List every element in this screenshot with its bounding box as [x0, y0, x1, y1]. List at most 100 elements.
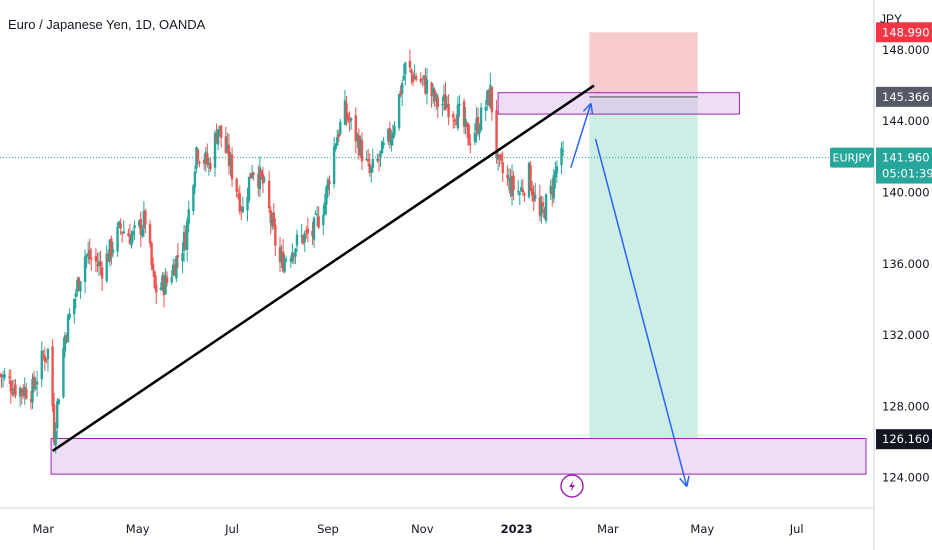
candle-body — [142, 210, 146, 229]
candle-body — [328, 180, 331, 185]
candle-body — [35, 381, 39, 385]
candle-body — [346, 114, 350, 121]
candle-body — [404, 62, 407, 75]
candle-body — [413, 76, 416, 80]
candle-body — [529, 165, 532, 191]
candle-body — [226, 144, 229, 151]
candle-body — [419, 78, 422, 82]
candle-body — [18, 387, 22, 397]
candle-body — [489, 84, 492, 108]
candle-body — [424, 76, 427, 94]
time-tick-label: Nov — [411, 522, 434, 536]
candle-body — [51, 346, 54, 407]
candle-body — [455, 123, 458, 125]
candle-body — [83, 256, 87, 283]
candle-body — [68, 313, 71, 319]
candle-body — [224, 136, 228, 153]
time-tick-label: Sep — [317, 522, 339, 536]
candle-body — [240, 208, 243, 212]
candle-body — [86, 253, 90, 256]
candle-body — [339, 121, 342, 135]
candle-body — [540, 204, 543, 217]
resistance-zone[interactable] — [497, 92, 740, 115]
projection-arrows[interactable] — [570, 102, 690, 488]
candle-body — [272, 212, 276, 227]
candle-body — [382, 142, 385, 146]
candle-body — [400, 82, 404, 94]
candle-body — [108, 239, 112, 262]
arrow-head-1[interactable] — [582, 102, 592, 112]
candle-body — [90, 257, 93, 260]
candle-body — [506, 174, 509, 178]
lightning-bolt-icon[interactable] — [560, 474, 584, 498]
candle-body — [185, 221, 189, 250]
candle-body — [170, 276, 173, 283]
time-tick-label: Jul — [789, 522, 804, 536]
candle-body — [534, 195, 537, 199]
candle-body — [237, 194, 240, 197]
candle-body — [393, 125, 396, 135]
candle-body — [291, 251, 294, 262]
candle-body — [444, 94, 447, 111]
candle-body — [322, 214, 325, 226]
candle-body — [408, 60, 412, 68]
candle-body — [388, 128, 392, 143]
candle-body — [20, 388, 23, 393]
arrow-shaft-1[interactable] — [570, 103, 592, 168]
candle-body — [141, 229, 144, 237]
price-tags: 148.990 145.366 141.960 05:01:39 126.160 EURJ… — [830, 22, 932, 450]
candle-body — [267, 180, 271, 209]
candle-body — [456, 104, 460, 129]
candle-body — [165, 277, 169, 283]
support-zone[interactable] — [50, 437, 867, 475]
candle-body — [52, 404, 56, 443]
candle-body — [376, 158, 379, 161]
candle-body — [399, 90, 402, 96]
candle-body — [46, 349, 50, 360]
time-axis[interactable]: Mar May Jul Sep Nov 2023 Mar May Jul — [32, 522, 803, 536]
arrow-head-2[interactable] — [679, 477, 688, 488]
arrow-head-1[interactable] — [590, 103, 594, 115]
candle-body — [509, 178, 512, 194]
candle-body — [249, 173, 252, 179]
arrow-shaft-2[interactable] — [594, 138, 688, 487]
time-tick-label: 2023 — [501, 522, 533, 536]
candle-body — [269, 210, 272, 223]
candle-body — [182, 232, 186, 252]
target-price-tag: 126.160 — [876, 429, 932, 450]
candle-body — [357, 135, 361, 156]
candle-body — [250, 172, 254, 178]
candle-body — [311, 230, 314, 237]
candle-body — [495, 110, 498, 157]
candle-body — [22, 390, 25, 396]
candle-body — [150, 242, 153, 266]
candle-body — [181, 252, 184, 261]
candle-body — [538, 196, 542, 216]
entry-price-tag-text: 145.366 — [882, 90, 930, 104]
trendline[interactable] — [51, 84, 595, 452]
candle-body — [88, 249, 91, 260]
candle-body — [348, 121, 351, 123]
candle-body — [263, 179, 266, 181]
candle-body — [379, 151, 382, 157]
arrow-head-2[interactable] — [686, 475, 690, 487]
candle-body — [305, 230, 308, 232]
candle-body — [56, 401, 59, 429]
candle-body — [479, 107, 483, 131]
price-axis[interactable]: 124.000 128.000 132.000 136.000 140.000 144.0… — [882, 43, 930, 485]
candle-body — [54, 431, 57, 445]
candle-body — [148, 224, 152, 244]
candle-body — [527, 162, 531, 198]
candle-body — [43, 355, 47, 362]
last-price-tag: 141.960 05:01:39 — [876, 147, 932, 184]
candle-body — [541, 202, 545, 207]
last-price-tag-text: 05:01:39 — [882, 167, 932, 181]
candle-body — [159, 287, 163, 290]
time-tick-label: Mar — [597, 522, 619, 536]
candle-body — [62, 348, 65, 398]
last-price-tag-bg — [876, 147, 932, 184]
candle-body — [107, 253, 110, 262]
candle-body — [12, 387, 16, 394]
currency-label: JPY — [880, 12, 903, 26]
